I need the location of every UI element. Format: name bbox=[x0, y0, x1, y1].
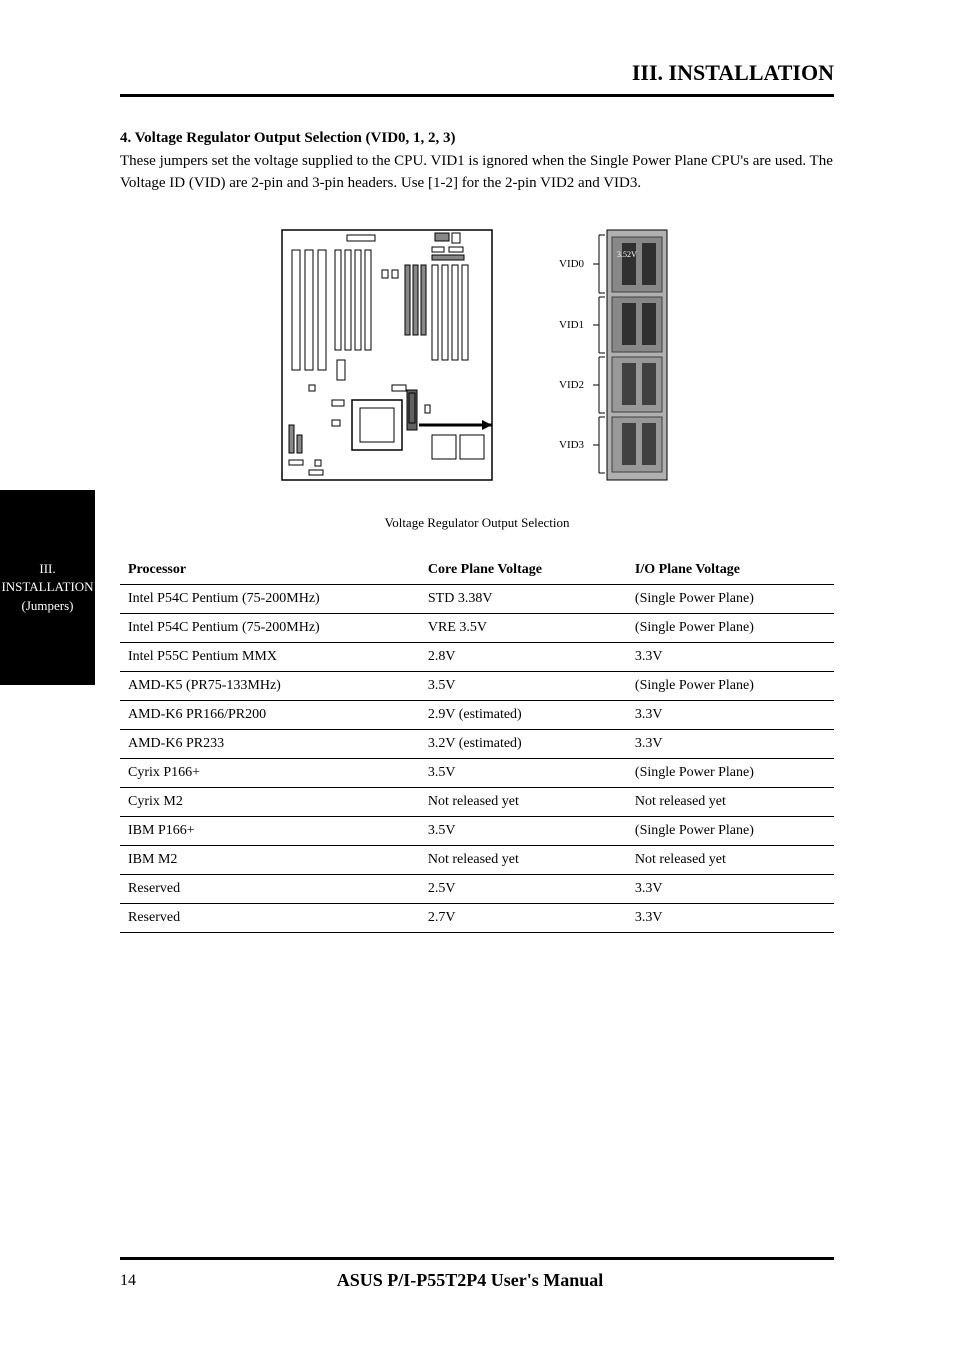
table-row: Intel P54C Pentium (75-200MHz)STD 3.38V(… bbox=[120, 584, 834, 613]
table-cell-core: Not released yet bbox=[420, 787, 627, 816]
section4-text: These jumpers set the voltage supplied t… bbox=[120, 153, 833, 192]
table-row: Cyrix P166+3.5V(Single Power Plane) bbox=[120, 758, 834, 787]
table-row: Reserved2.7V3.3V bbox=[120, 903, 834, 932]
figure-container: 3.52V bbox=[120, 225, 834, 485]
table-row: AMD-K6 PR2333.2V (estimated)3.3V bbox=[120, 729, 834, 758]
table-cell-io: Not released yet bbox=[627, 845, 834, 874]
table-row: IBM P166+3.5V(Single Power Plane) bbox=[120, 816, 834, 845]
table-cell-core: 3.5V bbox=[420, 758, 627, 787]
table-cell-processor: IBM P166+ bbox=[120, 816, 420, 845]
table-cell-io: 3.3V bbox=[627, 729, 834, 758]
svg-text:3.52V: 3.52V bbox=[617, 250, 637, 259]
svg-text:VID3: VID3 bbox=[559, 439, 585, 451]
table-cell-io: 3.3V bbox=[627, 700, 834, 729]
section-header: III. INSTALLATION bbox=[120, 60, 834, 97]
table-cell-io: (Single Power Plane) bbox=[627, 584, 834, 613]
table-cell-io: 3.3V bbox=[627, 642, 834, 671]
page-container: III. INSTALLATION 4. Voltage Regulator O… bbox=[0, 0, 954, 1351]
connector-image: 3.52V bbox=[557, 225, 677, 485]
svg-text:VID1: VID1 bbox=[559, 319, 584, 331]
table-row: IBM M2Not released yetNot released yet bbox=[120, 845, 834, 874]
cpu-table-container: Processor Core Plane Voltage I/O Plane V… bbox=[120, 556, 834, 933]
page-footer: 14 ASUS P/I-P55T2P4 User's Manual bbox=[120, 1257, 834, 1291]
table-header-processor: Processor bbox=[120, 556, 420, 585]
table-cell-processor: AMD-K6 PR233 bbox=[120, 729, 420, 758]
table-cell-processor: Intel P55C Pentium MMX bbox=[120, 642, 420, 671]
svg-text:VID2: VID2 bbox=[559, 379, 584, 391]
table-cell-io: (Single Power Plane) bbox=[627, 671, 834, 700]
table-cell-processor: AMD-K6 PR166/PR200 bbox=[120, 700, 420, 729]
table-cell-processor: IBM M2 bbox=[120, 845, 420, 874]
table-cell-core: 3.5V bbox=[420, 671, 627, 700]
table-row: Intel P54C Pentium (75-200MHz)VRE 3.5V(S… bbox=[120, 613, 834, 642]
table-cell-core: Not released yet bbox=[420, 845, 627, 874]
table-cell-processor: AMD-K5 (PR75-133MHz) bbox=[120, 671, 420, 700]
table-cell-io: (Single Power Plane) bbox=[627, 613, 834, 642]
table-cell-io: (Single Power Plane) bbox=[627, 758, 834, 787]
table-row: Reserved2.5V3.3V bbox=[120, 874, 834, 903]
table-cell-core: 2.9V (estimated) bbox=[420, 700, 627, 729]
table-row: Cyrix M2Not released yetNot released yet bbox=[120, 787, 834, 816]
table-cell-core: 2.8V bbox=[420, 642, 627, 671]
motherboard-diagram bbox=[277, 225, 497, 485]
table-cell-processor: Cyrix P166+ bbox=[120, 758, 420, 787]
table-row: AMD-K6 PR166/PR2002.9V (estimated)3.3V bbox=[120, 700, 834, 729]
table-cell-io: 3.3V bbox=[627, 874, 834, 903]
figure-caption: Voltage Regulator Output Selection bbox=[120, 515, 834, 531]
svg-text:VID0: VID0 bbox=[559, 258, 585, 270]
table-cell-core: 3.5V bbox=[420, 816, 627, 845]
table-cell-core: 3.2V (estimated) bbox=[420, 729, 627, 758]
table-header-io: I/O Plane Voltage bbox=[627, 556, 834, 585]
table-header-core: Core Plane Voltage bbox=[420, 556, 627, 585]
table-cell-io: Not released yet bbox=[627, 787, 834, 816]
section4-title: 4. Voltage Regulator Output Selection (V… bbox=[120, 130, 456, 146]
table-cell-io: (Single Power Plane) bbox=[627, 816, 834, 845]
table-cell-io: 3.3V bbox=[627, 903, 834, 932]
table-cell-core: 2.7V bbox=[420, 903, 627, 932]
page-number: 14 bbox=[120, 1272, 136, 1290]
table-cell-processor: Intel P54C Pentium (75-200MHz) bbox=[120, 613, 420, 642]
table-cell-processor: Intel P54C Pentium (75-200MHz) bbox=[120, 584, 420, 613]
table-cell-processor: Cyrix M2 bbox=[120, 787, 420, 816]
table-cell-core: 2.5V bbox=[420, 874, 627, 903]
table-cell-processor: Reserved bbox=[120, 874, 420, 903]
table-cell-core: VRE 3.5V bbox=[420, 613, 627, 642]
table-row: Intel P55C Pentium MMX2.8V3.3V bbox=[120, 642, 834, 671]
footer-title: ASUS P/I-P55T2P4 User's Manual bbox=[136, 1270, 804, 1291]
table-cell-processor: Reserved bbox=[120, 903, 420, 932]
table-row: AMD-K5 (PR75-133MHz)3.5V(Single Power Pl… bbox=[120, 671, 834, 700]
table-header-row: Processor Core Plane Voltage I/O Plane V… bbox=[120, 556, 834, 585]
table-cell-core: STD 3.38V bbox=[420, 584, 627, 613]
section4-paragraph: 4. Voltage Regulator Output Selection (V… bbox=[120, 127, 834, 195]
cpu-table: Processor Core Plane Voltage I/O Plane V… bbox=[120, 556, 834, 933]
